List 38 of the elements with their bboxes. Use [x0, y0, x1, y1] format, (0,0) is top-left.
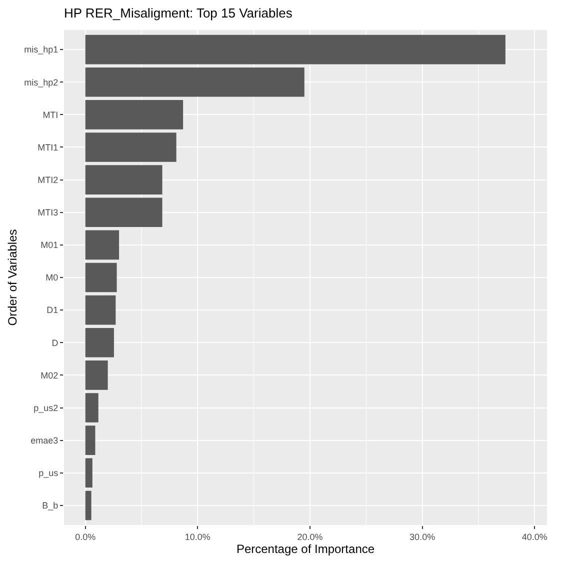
bar — [85, 67, 304, 97]
bar — [85, 360, 108, 390]
y-tick-label: M02 — [40, 370, 58, 380]
bar — [85, 100, 184, 130]
chart-title: HP RER_Misaligment: Top 15 Variables — [64, 6, 293, 21]
bar — [85, 426, 96, 455]
bar — [85, 230, 120, 260]
y-tick-label: emae3 — [30, 435, 58, 446]
y-tick-label: D1 — [46, 305, 58, 316]
y-tick-label: mis_hp1 — [24, 44, 58, 55]
y-tick-label: MTI3 — [38, 208, 58, 218]
y-tick-label: B_b — [42, 500, 58, 511]
x-tick-label: 40.0% — [522, 532, 548, 542]
y-tick-label: mis_hp2 — [24, 77, 58, 88]
bar — [85, 393, 98, 422]
bar — [85, 198, 162, 228]
bar — [85, 490, 92, 520]
y-tick-label: p_us2 — [34, 402, 58, 413]
bar — [85, 328, 114, 358]
x-axis-title: Percentage of Importance — [236, 542, 375, 556]
x-tick-label: 20.0% — [297, 532, 323, 542]
y-tick-label: M01 — [40, 240, 58, 250]
x-tick-label: 30.0% — [410, 532, 436, 542]
y-tick-label: p_us — [38, 468, 59, 478]
y-tick-label: M0 — [46, 272, 58, 283]
y-tick-label: D — [52, 338, 59, 348]
y-axis-title: Order of Variables — [5, 229, 20, 326]
bar — [85, 295, 116, 325]
y-tick-label: MTI1 — [38, 142, 58, 152]
bar — [85, 262, 117, 292]
bar — [85, 458, 92, 488]
y-tick-label: MTI — [42, 110, 58, 120]
x-tick-label: 10.0% — [184, 532, 210, 542]
y-tick-label: MTI2 — [38, 174, 58, 185]
x-tick-label: 0.0% — [75, 532, 96, 542]
bar — [85, 165, 162, 194]
bar — [85, 34, 506, 64]
bar — [85, 132, 176, 162]
